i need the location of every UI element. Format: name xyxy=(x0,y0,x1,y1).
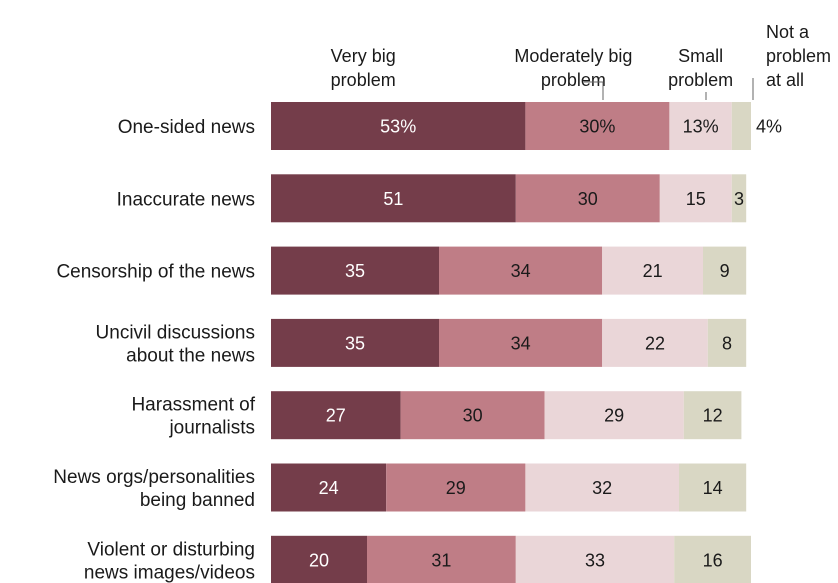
bar-segment-very-big-problem xyxy=(271,391,401,440)
data-label: 8 xyxy=(722,333,732,353)
data-label: 33 xyxy=(585,550,605,570)
bar-segment-not-a-problem-at-all xyxy=(674,535,751,583)
data-label: 3 xyxy=(734,189,744,209)
data-label: 13% xyxy=(683,117,719,137)
data-label: 15 xyxy=(686,189,706,209)
category-label: Violent or disturbing news images/videos xyxy=(84,539,255,583)
data-label: 35 xyxy=(345,261,365,281)
legend-label-moderately-big-problem: Moderately big problem xyxy=(514,46,632,90)
data-label: 21 xyxy=(643,261,663,281)
data-label: 29 xyxy=(446,478,466,498)
bar-segment-moderately-big-problem xyxy=(439,246,603,295)
bar-segment-very-big-problem xyxy=(271,535,367,583)
data-label: 32 xyxy=(592,478,612,498)
category-label: Harassment of journalists xyxy=(131,395,255,439)
bar-segment-not-a-problem-at-all xyxy=(707,318,747,367)
data-label: 9 xyxy=(720,261,730,281)
chart-rows: One-sided news 53% 30% 13% 4% Inaccurate news… xyxy=(53,102,782,583)
data-label: 29 xyxy=(604,406,624,426)
bar-segment-small-problem xyxy=(544,391,684,440)
bar-segment-moderately-big-problem xyxy=(367,535,516,583)
data-label: 4% xyxy=(756,117,782,137)
bar-segment-small-problem xyxy=(669,102,732,150)
data-label: 30 xyxy=(463,406,483,426)
bar-segment-small-problem xyxy=(525,463,679,512)
data-label: 24 xyxy=(319,478,339,498)
category-label: News orgs/personalities being banned xyxy=(53,467,255,511)
bar-segment-moderately-big-problem xyxy=(515,174,660,223)
data-label: 34 xyxy=(511,261,531,281)
bar-row-harassment-of-journalists: Harassment of journalists 27 30 29 12 xyxy=(131,391,742,440)
data-label: 14 xyxy=(703,478,723,498)
data-label: 12 xyxy=(703,406,723,426)
data-label: 27 xyxy=(326,406,346,426)
bar-row-violent-or-disturbing-news-images-videos: Violent or disturbing news images/videos 2… xyxy=(84,535,751,583)
bar-segment-moderately-big-problem xyxy=(386,463,526,512)
bar-segment-very-big-problem xyxy=(271,463,387,512)
bar-segment-moderately-big-problem xyxy=(439,318,603,367)
bar-segment-very-big-problem xyxy=(271,246,439,295)
data-label: 30% xyxy=(579,117,615,137)
data-label: 34 xyxy=(511,333,531,353)
bar-segment-not-a-problem-at-all xyxy=(731,174,747,223)
bar-row-inaccurate-news: Inaccurate news 51 30 15 3 xyxy=(117,174,747,223)
bar-segment-small-problem xyxy=(602,246,703,295)
data-label: 20 xyxy=(309,550,329,570)
legend-label-not-a-problem-at-all: Not a problem at all xyxy=(766,22,831,90)
bar-row-censorship-of-the-news: Censorship of the news 35 34 21 9 xyxy=(56,246,747,295)
category-label: Censorship of the news xyxy=(56,262,255,283)
data-label: 31 xyxy=(431,550,451,570)
data-label: 51 xyxy=(383,189,403,209)
data-label: 53% xyxy=(380,117,416,137)
legend-label-small-problem: Small problem xyxy=(668,46,733,90)
bar-segment-not-a-problem-at-all xyxy=(703,246,747,295)
category-label: Uncivil discussions about the news xyxy=(96,322,255,366)
bar-segment-not-a-problem-at-all xyxy=(679,463,747,512)
bar-row-one-sided-news: One-sided news 53% 30% 13% 4% xyxy=(118,102,782,150)
data-label: 16 xyxy=(703,550,723,570)
bar-segment-not-a-problem-at-all xyxy=(731,102,751,150)
category-label: Inaccurate news xyxy=(117,189,255,210)
data-label: 35 xyxy=(345,333,365,353)
legend-leader-line xyxy=(584,81,604,100)
legend: Very big problem Moderately big problem Smal… xyxy=(331,22,831,100)
data-label: 30 xyxy=(578,189,598,209)
bar-segment-moderately-big-problem xyxy=(525,102,670,150)
data-label: 22 xyxy=(645,333,665,353)
legend-label-very-big-problem: Very big problem xyxy=(331,46,396,90)
bar-segment-small-problem xyxy=(602,318,708,367)
bar-segment-small-problem xyxy=(659,174,732,223)
bar-segment-not-a-problem-at-all xyxy=(683,391,742,440)
bar-segment-small-problem xyxy=(515,535,675,583)
bar-segment-very-big-problem xyxy=(271,174,516,223)
bar-segment-moderately-big-problem xyxy=(400,391,545,440)
bar-row-news-orgs-personalities-being-banned: News orgs/personalities being banned 24 29 3… xyxy=(53,463,747,512)
bar-segment-very-big-problem xyxy=(271,102,526,150)
category-label: One-sided news xyxy=(118,117,255,138)
bar-segment-very-big-problem xyxy=(271,318,439,367)
bar-row-uncivil-discussions-about-the-news: Uncivil discussions about the news 35 34 22 8 xyxy=(96,318,747,367)
